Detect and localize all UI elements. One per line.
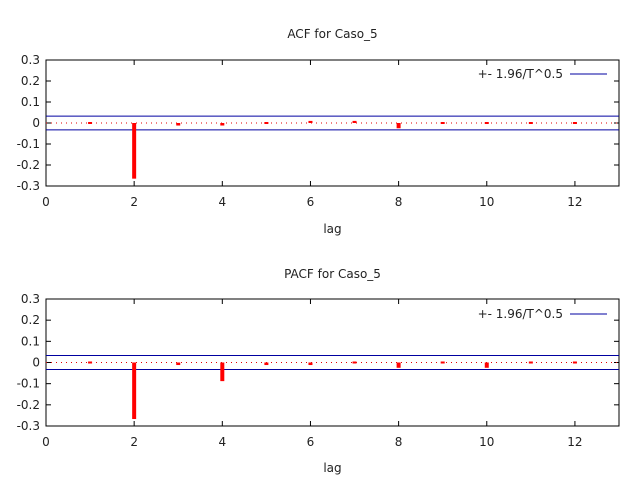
pacf-legend-label: +- 1.96/T^0.5 [478, 307, 563, 321]
acf-y-tick-label: 0.2 [21, 74, 40, 88]
pacf-y-tick-label: -0.1 [17, 377, 40, 391]
acf-y-tick-label: -0.3 [17, 179, 40, 193]
pacf-x-ticks: 0 2 4 6 8 10 12 [42, 299, 583, 449]
pacf-title: PACF for Caso_5 [284, 267, 381, 281]
acf-legend-label: +- 1.96/T^0.5 [478, 67, 563, 81]
acf-x-tick-label: 0 [42, 195, 50, 209]
acf-bar-lag-7 [352, 120, 357, 123]
acf-bars [88, 120, 577, 179]
acf-x-tick-label: 6 [307, 195, 315, 209]
acf-bar-lag-11 [528, 122, 533, 124]
pacf-bar-lag-12 [572, 361, 577, 364]
acf-y-tick-label: -0.2 [17, 158, 40, 172]
acf-x-axis-label: lag [323, 222, 341, 236]
acf-y-tick-label: -0.1 [17, 137, 40, 151]
pacf-x-tick-label: 0 [42, 435, 50, 449]
acf-y-tick-label: 0.3 [21, 53, 40, 67]
acf-bands [46, 115, 619, 131]
pacf-bar-lag-1 [88, 361, 93, 364]
pacf-x-axis-label: lag [323, 461, 341, 475]
pacf-legend: +- 1.96/T^0.5 [478, 307, 607, 321]
pacf-y-tick-label: -0.3 [17, 419, 40, 433]
acf-title: ACF for Caso_5 [287, 27, 377, 41]
acf-bar-lag-4 [220, 123, 225, 126]
pacf-panel: PACF for Caso_5 0.3 0.2 0.1 0 -0.1 -0.2 -0.3 0… [17, 267, 620, 475]
acf-x-tick-label: 12 [567, 195, 582, 209]
acf-bar-lag-8 [396, 123, 401, 129]
acf-panel: ACF for Caso_5 0.3 0.2 0.1 0 -0.1 -0.2 -0.3 0 2… [17, 27, 620, 236]
pacf-bar-lag-5 [264, 362, 269, 366]
acf-x-tick-label: 8 [395, 195, 403, 209]
acf-bar-lag-5 [264, 122, 269, 124]
pacf-bands [46, 355, 619, 370]
pacf-x-tick-label: 12 [567, 435, 582, 449]
pacf-x-tick-label: 6 [307, 435, 315, 449]
pacf-bar-lag-10 [484, 362, 489, 368]
pacf-y-tick-label: -0.2 [17, 398, 40, 412]
pacf-y-tick-label: 0 [32, 356, 40, 370]
acf-bar-lag-10 [484, 122, 489, 124]
acf-x-tick-label: 2 [130, 195, 138, 209]
pacf-bar-lag-9 [440, 361, 445, 364]
acf-bar-lag-3 [176, 123, 181, 126]
pacf-bar-lag-2 [132, 362, 137, 420]
acf-y-tick-label: 0.1 [21, 95, 40, 109]
pacf-bar-lag-3 [176, 362, 181, 366]
acf-bar-lag-6 [308, 120, 313, 123]
acf-bar-lag-9 [440, 122, 445, 124]
pacf-bar-lag-6 [308, 362, 313, 366]
pacf-x-tick-label: 10 [479, 435, 494, 449]
pacf-x-tick-label: 4 [218, 435, 226, 449]
pacf-y-tick-label: 0.1 [21, 334, 40, 348]
acf-bar-lag-2 [132, 123, 137, 179]
pacf-x-tick-label: 2 [130, 435, 138, 449]
pacf-x-tick-label: 8 [395, 435, 403, 449]
acf-bar-lag-12 [572, 122, 577, 124]
acf-x-tick-label: 4 [218, 195, 226, 209]
pacf-bar-lag-8 [396, 362, 401, 368]
acf-legend: +- 1.96/T^0.5 [478, 67, 607, 81]
acf-bar-lag-1 [88, 122, 93, 124]
acf-plot-area: 0.3 0.2 0.1 0 -0.1 -0.2 -0.3 0 2 4 6 8 10 12 [17, 53, 620, 209]
pacf-bars [88, 361, 577, 420]
pacf-plot-area: 0.3 0.2 0.1 0 -0.1 -0.2 -0.3 0 2 4 6 8 10 12 [17, 292, 620, 449]
acf-x-ticks: 0 2 4 6 8 10 12 [42, 60, 583, 209]
pacf-y-tick-label: 0.2 [21, 313, 40, 327]
pacf-y-ticks: 0.3 0.2 0.1 0 -0.1 -0.2 -0.3 [17, 292, 619, 433]
pacf-y-tick-label: 0.3 [21, 292, 40, 306]
pacf-bar-lag-7 [352, 361, 357, 364]
pacf-bar-lag-11 [528, 361, 533, 364]
acf-y-tick-label: 0 [32, 116, 40, 130]
acf-x-tick-label: 10 [479, 195, 494, 209]
pacf-bar-lag-4 [220, 362, 225, 382]
